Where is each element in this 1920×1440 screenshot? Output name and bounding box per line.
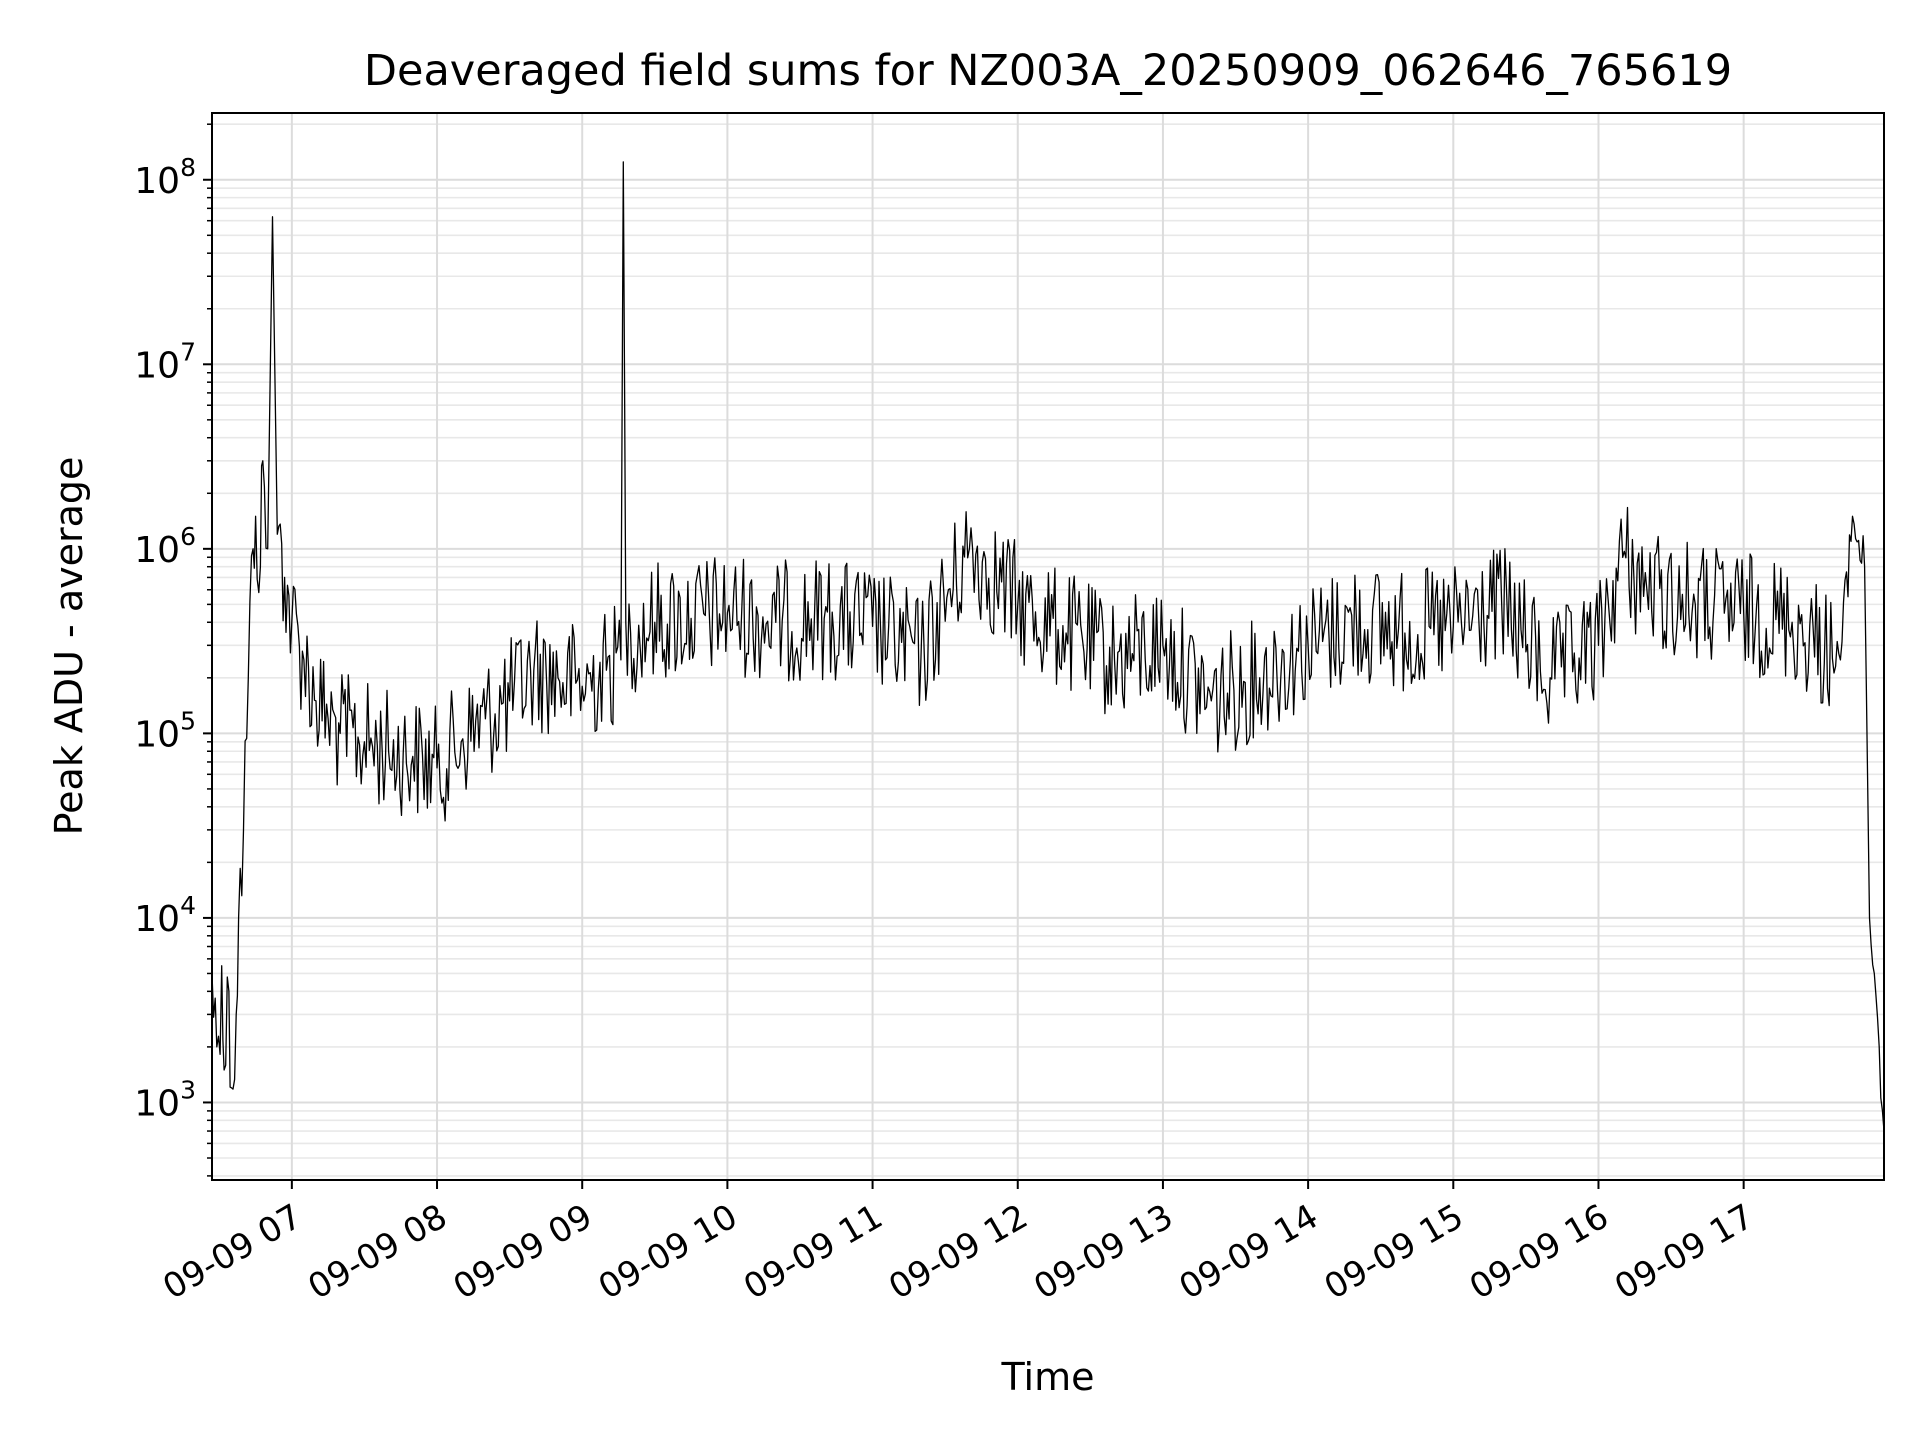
y-tick-label: 103 (134, 1075, 196, 1124)
y-tick-label: 107 (134, 337, 196, 386)
chart-title: Deaveraged field sums for NZ003A_2025090… (364, 46, 1732, 96)
y-tick-label: 106 (134, 522, 196, 571)
y-tick-label: 104 (134, 891, 196, 940)
y-axis: 103 104 105 106 107 108 (134, 123, 212, 1177)
y-tick-label: 108 (134, 153, 196, 202)
series-line (211, 161, 1885, 1132)
plot-frame (211, 112, 1885, 1181)
y-tick-label: 105 (134, 706, 196, 755)
minor-gridlines (212, 123, 1884, 1177)
x-axis-label: Time (1001, 1355, 1095, 1399)
y-axis-label: Peak ADU - average (47, 457, 91, 836)
